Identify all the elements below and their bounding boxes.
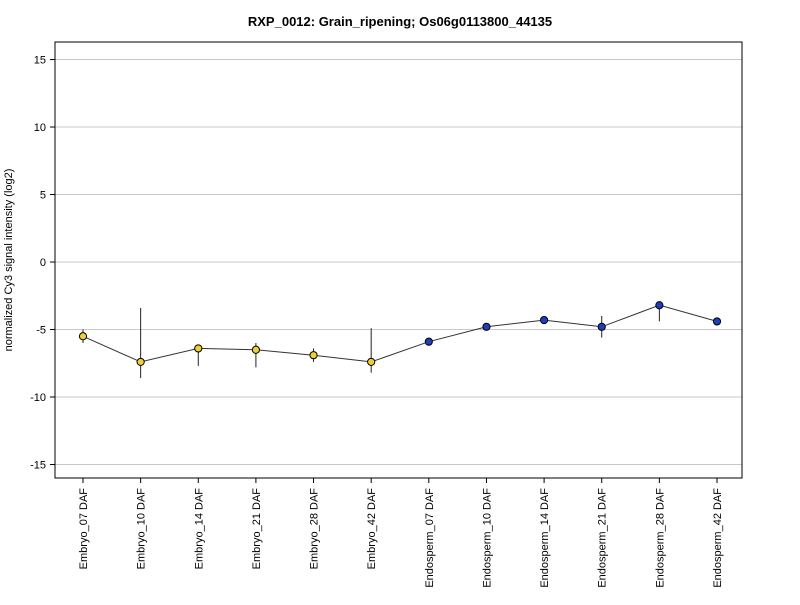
data-point [136, 357, 145, 367]
x-tick-label: Endosperm_28 DAF [654, 488, 666, 588]
data-point [367, 357, 376, 367]
data-layer [78, 301, 722, 379]
y-tick-label: -10 [30, 392, 46, 404]
chart-title: RXP_0012: Grain_ripening; Os06g0113800_4… [248, 14, 552, 29]
data-point [655, 301, 664, 310]
x-tick-label: Embryo_28 DAF [309, 488, 321, 570]
plot-frame [54, 41, 743, 479]
y-tick-label: 5 [40, 190, 46, 202]
data-point [597, 322, 606, 331]
x-tick-label: Endosperm_14 DAF [539, 488, 551, 588]
x-tick-label: Endosperm_10 DAF [481, 488, 493, 588]
data-point [309, 351, 318, 360]
data-point [194, 344, 203, 353]
x-tick-label: Endosperm_21 DAF [597, 488, 609, 588]
y-tick-label: 10 [34, 122, 46, 134]
y-axis-label: normalized Cy3 signal intensity (log2) [3, 169, 15, 352]
x-tick-label: Embryo_10 DAF [136, 488, 148, 570]
data-point [712, 317, 722, 326]
grid-layer [55, 59, 742, 466]
y-tick-label: 0 [40, 257, 46, 269]
x-tick-label: Embryo_21 DAF [251, 488, 263, 570]
data-point [424, 337, 433, 346]
x-tick-label: Endosperm_07 DAF [424, 488, 436, 588]
x-tick-label: Embryo_42 DAF [366, 488, 378, 570]
y-tick-label: -5 [36, 325, 46, 337]
x-tick-label: Endosperm_42 DAF [712, 488, 724, 588]
y-tick-label: -15 [30, 460, 46, 472]
data-point [251, 345, 261, 354]
data-point [78, 332, 88, 341]
axis-layer: -15 -10 -5 0 5 10 15 Embryo_07 DAF Embryo_10 DAF… [30, 41, 743, 588]
x-tick-label: Embryo_07 DAF [78, 488, 90, 570]
y-tick-label: 15 [34, 55, 46, 67]
data-point [539, 315, 549, 325]
x-tick-label: Embryo_14 DAF [193, 488, 205, 570]
data-point [482, 322, 491, 331]
series-line [82, 304, 718, 363]
